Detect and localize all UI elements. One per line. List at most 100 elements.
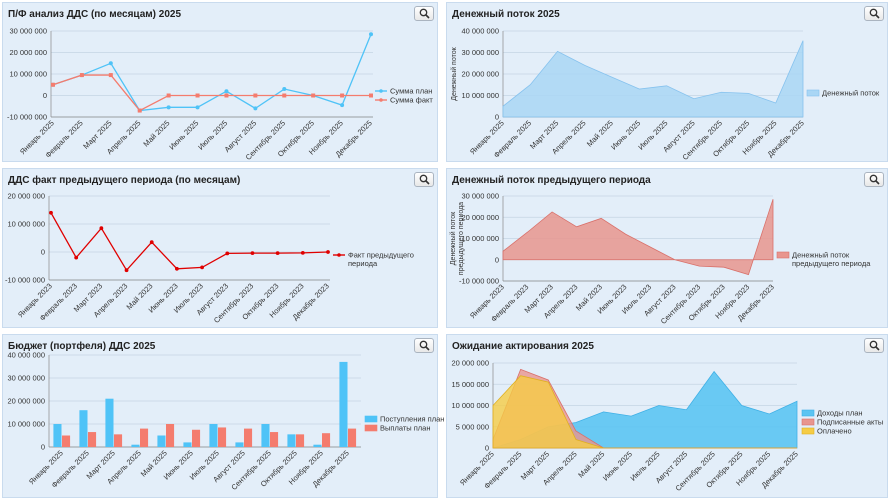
y-tick-label: 10 000 000 (9, 70, 47, 79)
y-tick-label: 30 000 000 (461, 48, 499, 57)
magnifier-icon (869, 174, 880, 185)
data-point (200, 265, 204, 270)
chart-budget: 40 000 000 30 000 000 20 000 000 10 000 000… (7, 351, 444, 492)
series-area (502, 40, 804, 118)
data-point (224, 93, 229, 98)
y-tick-label: 5 000 000 (456, 422, 489, 431)
bar (157, 435, 166, 447)
zoom-button[interactable] (414, 172, 434, 187)
y-tick-label: 0 (41, 248, 45, 257)
y-tick-label: 10 000 000 (451, 401, 489, 410)
bar (131, 444, 140, 447)
bar (270, 432, 279, 447)
bar (218, 427, 227, 447)
zoom-button[interactable] (414, 6, 434, 21)
zoom-button[interactable] (864, 172, 884, 187)
y-tick-label: 0 (41, 443, 45, 452)
chart-act-waiting: 20 000 000 15 000 000 10 000 000 5 000 000 0… (451, 359, 883, 493)
zoom-button[interactable] (864, 338, 884, 353)
legend-label: Сумма факт (390, 96, 433, 105)
chart-cash-flow: 40 000 000 30 000 000 20 000 000 10 000 000… (450, 27, 880, 162)
y-tick-label: 0 (43, 91, 47, 100)
data-point (300, 250, 305, 255)
panel-title: ДДС факт предыдущего периода (по месяцам… (8, 175, 241, 186)
magnifier-icon (419, 174, 430, 185)
data-point (108, 61, 113, 66)
bar (79, 410, 88, 447)
series-line (52, 33, 372, 112)
legend-label: Факт предыдущего (348, 251, 414, 260)
legend-swatch (776, 251, 790, 259)
y-tick-label: 10 000 000 (461, 91, 499, 100)
panel-prev-cash-flow: Денежный поток предыдущего периода 30 00… (446, 168, 888, 328)
data-point (225, 251, 230, 256)
bar (339, 361, 348, 447)
legend-swatch (801, 427, 815, 435)
legend-swatch (364, 424, 378, 432)
y-tick-label: 20 000 000 (7, 397, 45, 406)
series-area (502, 199, 774, 276)
chart-pf-analysis: 30 000 000 20 000 000 10 000 000 0 -10 000 0… (7, 27, 433, 162)
data-point (340, 103, 345, 108)
bar (348, 428, 357, 447)
zoom-button[interactable] (864, 6, 884, 21)
panel-budget: Бюджет (портфеля) ДДС 2025 40 000 000 30 … (2, 334, 444, 498)
legend-label: Подписанные акты (817, 418, 883, 427)
data-point (326, 250, 330, 254)
legend-swatch (801, 418, 815, 426)
legend-marker (379, 89, 383, 93)
y-tick-label: -10 000 000 (459, 277, 499, 286)
magnifier-icon (869, 8, 880, 19)
zoom-button[interactable] (414, 338, 434, 353)
bar (313, 444, 322, 447)
legend-marker (337, 253, 341, 257)
y-tick-label: 10 000 000 (7, 220, 45, 229)
panel-title: П/Ф анализ ДДС (по месяцам) 2025 (8, 9, 182, 20)
legend-swatch (801, 409, 815, 417)
y-tick-label: 0 (495, 255, 499, 264)
data-point (282, 87, 287, 92)
legend-label: Денежный поток (792, 251, 850, 260)
y-tick-label: 10 000 000 (461, 234, 499, 243)
y-tick-label: 30 000 000 (7, 374, 45, 383)
y-tick-label: 20 000 000 (7, 192, 45, 201)
bar (192, 429, 201, 447)
series-line (52, 74, 371, 112)
panel-cash-flow: Денежный поток 2025 40 000 000 30 000 000… (446, 2, 888, 162)
data-point (250, 251, 255, 256)
magnifier-icon (419, 340, 430, 351)
magnifier-icon (869, 340, 880, 351)
data-point (99, 226, 104, 231)
data-point (369, 93, 373, 98)
data-point (253, 106, 258, 111)
data-point (149, 240, 154, 245)
data-point (275, 251, 280, 256)
panel-act-waiting: Ожидание актирования 2025 20 000 000 15 0… (446, 334, 888, 498)
y-axis-title: Денежный поток (450, 46, 458, 100)
bar (140, 428, 149, 447)
bar (105, 398, 114, 447)
bar (209, 424, 218, 447)
legend-label: Выплаты план (380, 424, 431, 433)
panel-title: Денежный поток предыдущего периода (452, 175, 651, 186)
bar (114, 434, 123, 447)
y-tick-label: 20 000 000 (461, 70, 499, 79)
data-point (79, 73, 84, 78)
legend-label: предыдущего периода (792, 259, 871, 268)
data-point (224, 89, 229, 94)
legend-label: Денежный поток (822, 89, 880, 98)
data-point (49, 210, 53, 215)
data-point (253, 93, 258, 98)
y-tick-label: 0 (495, 113, 499, 122)
x-tick-label: Май 2025 (141, 118, 171, 148)
y-tick-label: 30 000 000 (9, 27, 47, 36)
data-point (340, 93, 345, 98)
y-tick-label: 40 000 000 (461, 27, 499, 36)
legend-label: Оплачено (817, 427, 852, 436)
y-axis-title: предыдущего периода (458, 202, 465, 275)
data-point (369, 32, 373, 37)
panel-pf-analysis: П/Ф анализ ДДС (по месяцам) 2025 30 000 … (2, 2, 438, 162)
data-point (311, 93, 316, 98)
panel-title: Бюджет (портфеля) ДДС 2025 (8, 341, 156, 352)
